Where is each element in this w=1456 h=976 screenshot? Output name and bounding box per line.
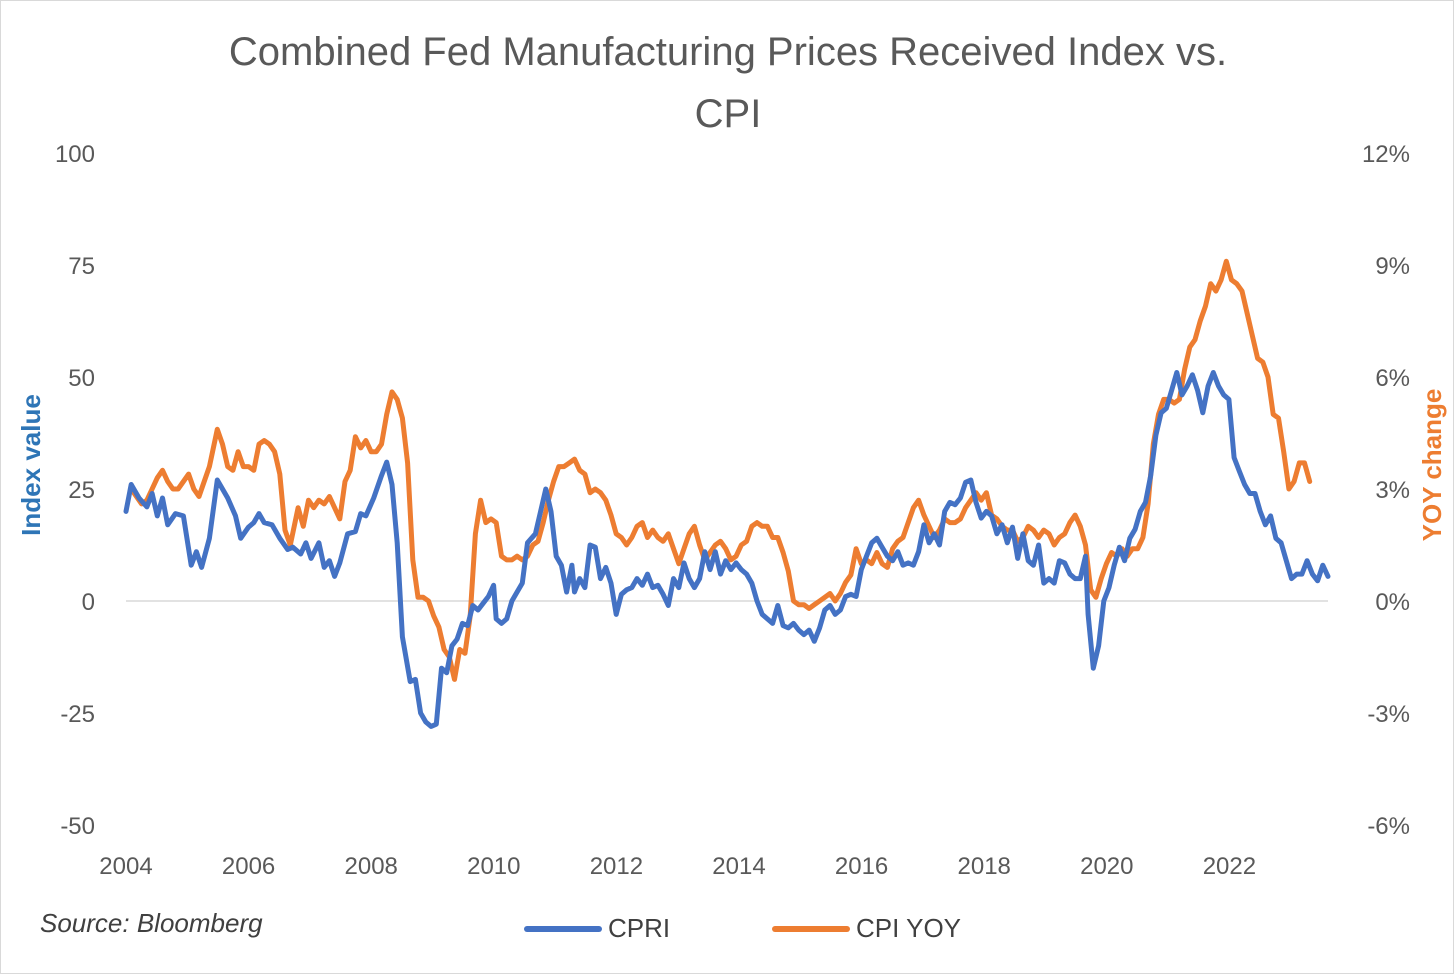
x-tick-label: 2020 — [1080, 853, 1133, 880]
y-right-tick-label: 0% — [1375, 589, 1410, 616]
series-line-cpi-yoy — [128, 258, 1313, 682]
x-tick-label: 2022 — [1203, 853, 1256, 880]
legend-label-cpri: CPRI — [608, 913, 671, 943]
x-tick-label: 2016 — [835, 853, 888, 880]
x-tick-label: 2012 — [590, 853, 643, 880]
x-tick-label: 2010 — [467, 853, 520, 880]
legend-item-cpri: CPRI — [524, 913, 670, 944]
y-left-axis-label: Index value — [16, 394, 46, 536]
chart-title: Combined Fed Manufacturing Prices Receiv… — [228, 30, 1228, 74]
y-right-tick-label: 3% — [1375, 477, 1410, 504]
y-left-tick-label: -50 — [60, 813, 95, 840]
legend-item-cpi-yoy: CPI YOY — [772, 913, 961, 944]
y-right-tick-label: 9% — [1375, 253, 1410, 280]
y-right-axis-label: YOY change — [1417, 389, 1447, 542]
y-left-tick-label: 75 — [68, 253, 95, 280]
x-tick-label: 2018 — [958, 853, 1011, 880]
y-right-tick-label: -6% — [1367, 813, 1410, 840]
x-tick-label: 2006 — [222, 853, 275, 880]
y-left-tick-label: -25 — [60, 701, 95, 728]
y-right-tick-label: -3% — [1367, 701, 1410, 728]
chart-title-line2: CPI — [694, 92, 762, 136]
legend-swatch-cpri — [524, 925, 602, 932]
y-right-tick-label: 12% — [1362, 141, 1410, 168]
x-tick-label: 2014 — [712, 853, 765, 880]
legend-swatch-cpi-yoy — [772, 925, 850, 932]
y-right-tick-label: 6% — [1375, 365, 1410, 392]
x-tick-label: 2004 — [99, 853, 152, 880]
y-left-tick-label: 25 — [68, 477, 95, 504]
source-note: Source: Bloomberg — [40, 908, 263, 938]
x-tick-label: 2008 — [345, 853, 398, 880]
y-left-tick-label: 50 — [68, 365, 95, 392]
y-left-tick-label: 100 — [55, 141, 95, 168]
y-left-tick-label: 0 — [82, 589, 95, 616]
series-line-cpri — [123, 370, 1331, 729]
legend-label-cpi-yoy: CPI YOY — [856, 913, 962, 943]
